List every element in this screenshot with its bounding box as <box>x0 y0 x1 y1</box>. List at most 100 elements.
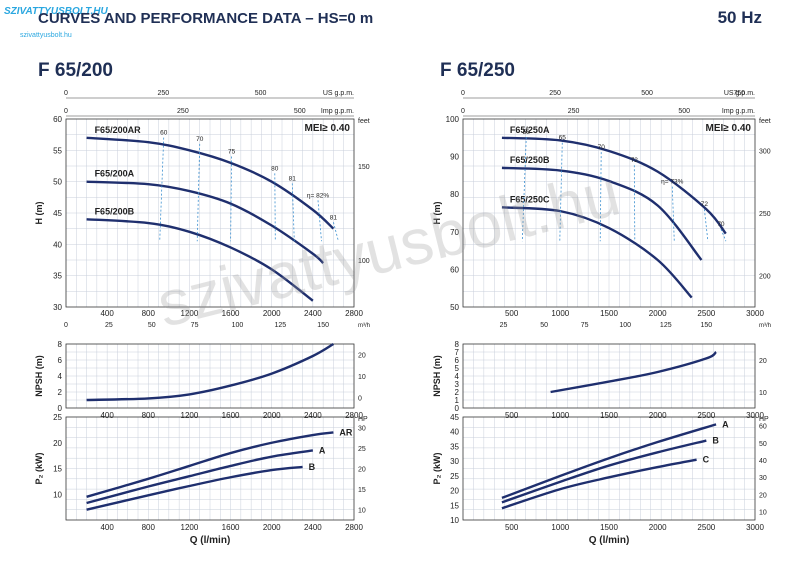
npsh-panel-1-ytick: 7 <box>455 348 460 357</box>
top-axis-tick-1: 500 <box>641 90 653 97</box>
power-panel-1-series-label: B <box>712 436 719 446</box>
head-panel-1-efficiency-label: 58 <box>523 129 531 136</box>
power-panel-0-ytick: 10 <box>53 490 62 499</box>
top-axis-tick-0: 0 <box>64 108 68 115</box>
head-panel-1-series-line <box>501 206 693 299</box>
x-tick-0: 2400 <box>304 523 322 532</box>
head-panel-1-efficiency-line <box>633 165 636 242</box>
head-panel-1-ytick: 60 <box>450 265 459 274</box>
head-panel-1-efficiency-label: η= 73% <box>661 179 683 186</box>
head-panel-1-efficiency-label: 70 <box>598 144 606 151</box>
power-panel-1-ytick: 15 <box>450 501 459 510</box>
x-tick-0: 800 <box>142 523 156 532</box>
power-panel-0-frame <box>65 416 355 521</box>
x-tick-0: 2000 <box>263 523 281 532</box>
head-panel-0-efficiency-label: 80 <box>271 165 279 172</box>
head-panel-0-efficiency-line <box>291 183 295 242</box>
power-panel-1-ylabel: P₂ (kW) <box>432 453 442 485</box>
top-axis-tick-1: 250 <box>568 108 580 115</box>
power-panel-0-y2tick: 20 <box>358 467 366 474</box>
npsh-panel-0-y2tick: 20 <box>358 353 366 360</box>
power-panel-1-series-line <box>501 439 707 504</box>
head-panel-0-ytick: 55 <box>53 146 62 155</box>
head-panel-1-ytick: 100 <box>446 115 460 124</box>
power-panel-1-ytick: 45 <box>450 413 459 422</box>
npsh-panel-1-ytick: 3 <box>455 380 460 389</box>
power-panel-0-y2tick: 10 <box>358 508 366 515</box>
head-panel-0-efficiency-line <box>274 173 276 242</box>
head-panel-1-frame <box>462 118 756 308</box>
power-panel-0-y2tick: 15 <box>358 487 366 494</box>
x-label-1: Q (l/min) <box>589 535 630 546</box>
npsh-panel-0-series-line <box>86 342 335 402</box>
head-x-tick-1: 500 <box>505 309 519 318</box>
m3h-tick-0: 50 <box>148 322 156 329</box>
x-tick-0: 2800 <box>345 523 363 532</box>
model-title-left: F 65/200 <box>38 60 113 81</box>
head-panel-0-series-line <box>86 218 314 302</box>
npsh-panel-1-y2tick: 10 <box>759 390 767 397</box>
power-panel-1-ytick: 10 <box>450 516 459 525</box>
head-x-tick-1: 2000 <box>649 309 667 318</box>
head-x-tick-0: 2400 <box>304 309 322 318</box>
power-panel-1-y2tick: 10 <box>759 509 767 516</box>
head-panel-0-frame <box>65 118 355 308</box>
x-tick-1: 1000 <box>551 411 569 420</box>
npsh-panel-1-frame <box>462 343 756 409</box>
npsh-panel-1-ytick: 1 <box>455 396 460 405</box>
npsh-panel-0-ytick: 4 <box>58 372 63 381</box>
top-axis-label-0: Imp g.p.m. <box>321 108 354 115</box>
npsh-panel-1-ytick: 4 <box>455 372 460 381</box>
npsh-panel-1-y2tick: 20 <box>759 358 767 365</box>
m3h-tick-0: 125 <box>274 322 286 329</box>
head-panel-1-ytick: 90 <box>450 153 459 162</box>
x-tick-0: 2800 <box>345 411 363 420</box>
head-panel-0-efficiency-label: η= 82% <box>307 192 329 199</box>
power-panel-0-series-line <box>86 431 334 498</box>
top-axis-tick-1: 500 <box>678 108 690 115</box>
head-panel-0-series-line <box>86 180 324 265</box>
page-title: CURVES AND PERFORMANCE DATA – HS=0 m <box>38 10 374 27</box>
frequency-label: 50 Hz <box>717 8 762 27</box>
x-tick-0: 1200 <box>181 523 199 532</box>
m3h-tick-1: 75 <box>581 322 589 329</box>
head-panel-1-efficiency-label: 72 <box>701 201 709 208</box>
brand-logo-url: szivattyusbolt.hu <box>20 32 72 39</box>
power-panel-0-series-label: A <box>319 445 326 455</box>
head-panel-1-series-line <box>501 136 727 235</box>
npsh-panel-0-y2tick: 10 <box>358 374 366 381</box>
top-axis-tick-0: 500 <box>255 90 267 97</box>
power-panel-0-ytick: 25 <box>53 413 62 422</box>
m3h-tick-1: 150 <box>700 322 712 329</box>
head-panel-1-efficiency-line <box>559 142 563 242</box>
x-tick-0: 1600 <box>222 523 240 532</box>
power-panel-0-y2tick: 30 <box>358 425 366 432</box>
head-panel-0-efficiency-line <box>196 143 201 242</box>
head-panel-1-y2tick: 300 <box>759 148 771 155</box>
top-axis-tick-1: 0 <box>461 90 465 97</box>
power-panel-0-y2label: HP <box>358 416 368 423</box>
power-panel-0-series-label: B <box>309 462 316 472</box>
power-panel-1-series-line <box>501 458 697 510</box>
npsh-panel-0-ylabel: NPSH (m) <box>34 355 44 397</box>
x-tick-0: 400 <box>100 523 114 532</box>
power-panel-1-y2tick: 40 <box>759 458 767 465</box>
head-panel-1-efficiency-line <box>703 209 709 242</box>
head-panel-0-efficiency-label: 81 <box>289 175 297 182</box>
power-panel-1-y2tick: 20 <box>759 492 767 499</box>
m3h-tick-1: 100 <box>619 322 631 329</box>
head-panel-0-ytick: 60 <box>53 115 62 124</box>
x-tick-0: 2400 <box>304 411 322 420</box>
power-panel-1-y2tick: 50 <box>759 441 767 448</box>
head-panel-1-series-label: F65/250A <box>510 125 550 135</box>
power-panel-0-ylabel: P₂ (kW) <box>34 453 44 485</box>
head-panel-1-efficiency-label: 70 <box>717 221 725 228</box>
head-panel-0-ytick: 50 <box>53 178 62 187</box>
x-tick-0: 1600 <box>222 411 240 420</box>
power-panel-1-series-label: C <box>703 455 710 465</box>
x-tick-1: 2000 <box>649 523 667 532</box>
npsh-panel-1-ylabel: NPSH (m) <box>432 355 442 397</box>
npsh-panel-0-ytick: 2 <box>58 388 63 397</box>
power-panel-0-series-line <box>86 449 314 505</box>
top-axis-label-1: US g.p.m. <box>724 90 755 97</box>
